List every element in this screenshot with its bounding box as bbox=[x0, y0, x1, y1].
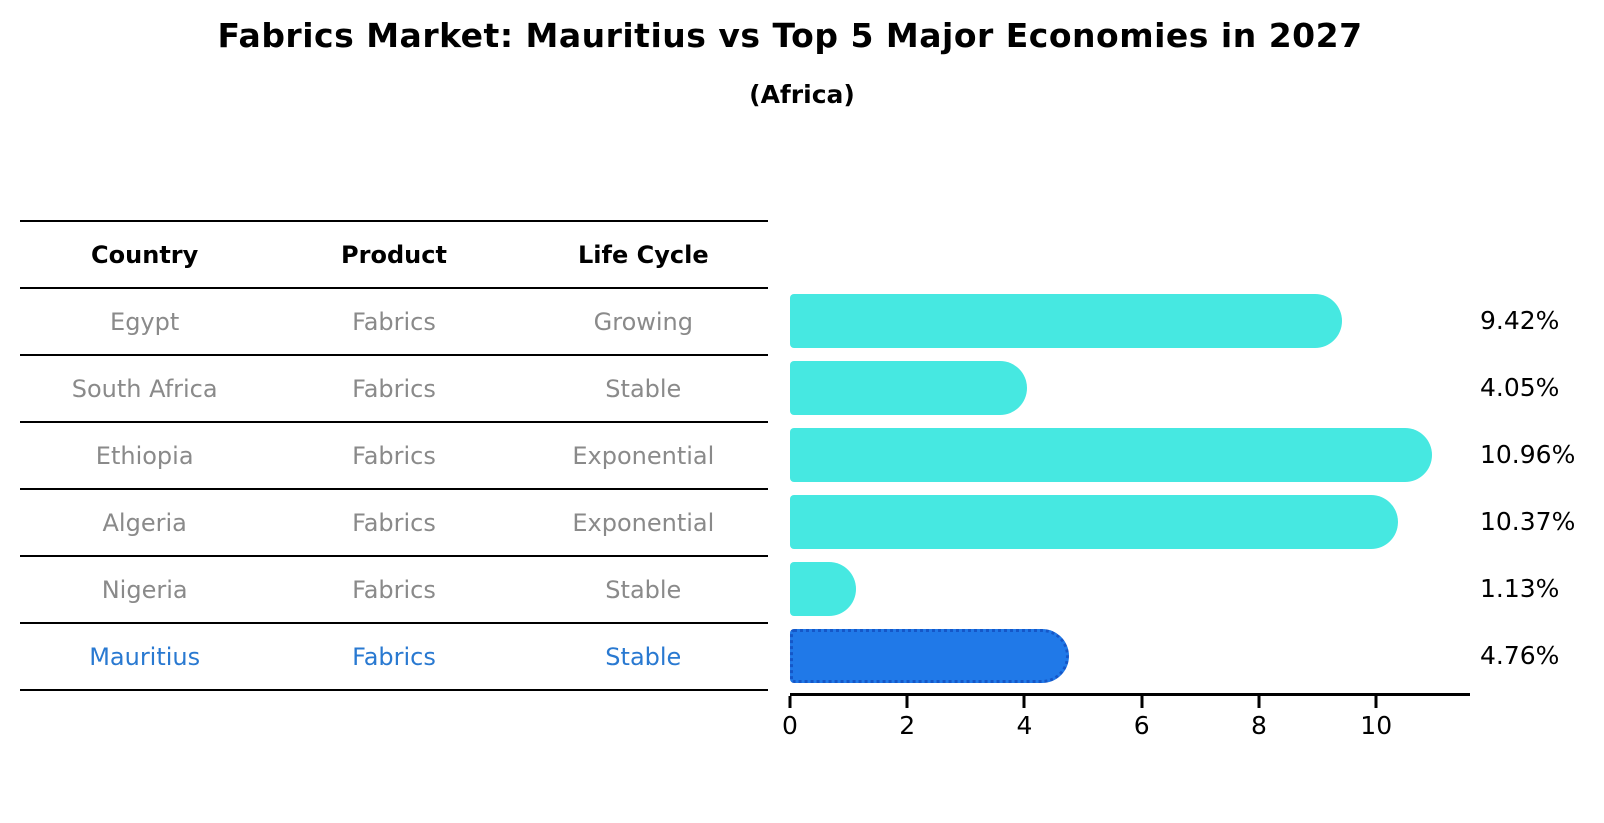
value-label-nigeria: 1.13% bbox=[1480, 574, 1560, 603]
x-tick-0 bbox=[788, 696, 792, 708]
x-tick-6 bbox=[1140, 696, 1144, 708]
x-axis-line bbox=[790, 693, 1470, 696]
bar-row-algeria bbox=[790, 488, 1470, 555]
x-tick-label-6: 6 bbox=[1133, 711, 1150, 740]
table-row-mauritius: Mauritius Fabrics Stable bbox=[20, 622, 768, 691]
cell-product: Fabrics bbox=[352, 307, 436, 336]
table-row-algeria: Algeria Fabrics Exponential bbox=[20, 488, 768, 555]
bar-egypt bbox=[790, 293, 1343, 348]
bar-algeria bbox=[790, 494, 1398, 549]
x-tick-2 bbox=[905, 696, 909, 708]
x-tick-label-4: 4 bbox=[1016, 711, 1033, 740]
cell-life-cycle: Exponential bbox=[572, 508, 715, 537]
bar-row-mauritius bbox=[790, 622, 1470, 689]
cell-product: Fabrics bbox=[352, 441, 436, 470]
table-row-south-africa: South Africa Fabrics Stable bbox=[20, 354, 768, 421]
x-tick-label-2: 2 bbox=[899, 711, 916, 740]
bar-row-ethiopia bbox=[790, 421, 1470, 488]
bar-nigeria bbox=[790, 561, 857, 616]
value-label-mauritius: 4.76% bbox=[1480, 641, 1560, 670]
value-label-ethiopia: 10.96% bbox=[1480, 440, 1576, 469]
table-row-ethiopia: Ethiopia Fabrics Exponential bbox=[20, 421, 768, 488]
bar-row-egypt bbox=[790, 287, 1470, 354]
cell-life-cycle: Stable bbox=[605, 575, 682, 604]
cell-country: South Africa bbox=[71, 374, 218, 403]
cell-product: Fabrics bbox=[352, 575, 436, 604]
x-axis: 0 2 4 6 8 10 bbox=[782, 693, 1470, 753]
cell-product: Fabrics bbox=[352, 642, 436, 671]
cell-country: Algeria bbox=[102, 508, 187, 537]
cell-life-cycle: Growing bbox=[593, 307, 693, 336]
value-label-egypt: 9.42% bbox=[1480, 306, 1560, 335]
value-label-algeria: 10.37% bbox=[1480, 507, 1576, 536]
x-tick-label-8: 8 bbox=[1251, 711, 1267, 740]
cell-product: Fabrics bbox=[352, 374, 436, 403]
x-tick-4 bbox=[1022, 696, 1026, 708]
x-tick-10 bbox=[1374, 696, 1378, 708]
cell-life-cycle: Stable bbox=[605, 642, 682, 671]
value-label-south-africa: 4.05% bbox=[1480, 373, 1560, 402]
cell-country: Mauritius bbox=[89, 642, 201, 671]
table-header-row: Country Product Life Cycle bbox=[20, 220, 768, 287]
column-header-country: Country bbox=[91, 240, 199, 269]
x-tick-label-10: 10 bbox=[1360, 711, 1393, 740]
country-table: Country Product Life Cycle Egypt Fabrics G… bbox=[20, 220, 768, 691]
cell-life-cycle: Stable bbox=[605, 374, 682, 403]
chart-subtitle: (Africa) bbox=[749, 80, 855, 109]
bar-ethiopia bbox=[790, 427, 1433, 482]
x-tick-8 bbox=[1257, 696, 1261, 708]
value-label-column: 9.42% 4.05% 10.96% 10.37% 1.13% 4.76% bbox=[1480, 287, 1604, 689]
bar-row-nigeria bbox=[790, 555, 1470, 622]
table-row-nigeria: Nigeria Fabrics Stable bbox=[20, 555, 768, 622]
table-row-egypt: Egypt Fabrics Growing bbox=[20, 287, 768, 354]
column-header-life-cycle: Life Cycle bbox=[578, 240, 709, 269]
cell-life-cycle: Exponential bbox=[572, 441, 715, 470]
cell-country: Nigeria bbox=[101, 575, 188, 604]
cell-country: Egypt bbox=[110, 307, 180, 336]
bar-row-south-africa bbox=[790, 354, 1470, 421]
bar-south-africa bbox=[790, 360, 1028, 415]
x-tick-label-0: 0 bbox=[782, 711, 798, 740]
bar-plot-area bbox=[790, 287, 1470, 689]
chart-title: Fabrics Market: Mauritius vs Top 5 Major… bbox=[217, 16, 1363, 55]
cell-product: Fabrics bbox=[352, 508, 436, 537]
highlight-bar-mauritius bbox=[790, 628, 1070, 683]
column-header-product: Product bbox=[341, 240, 447, 269]
cell-country: Ethiopia bbox=[95, 441, 194, 470]
